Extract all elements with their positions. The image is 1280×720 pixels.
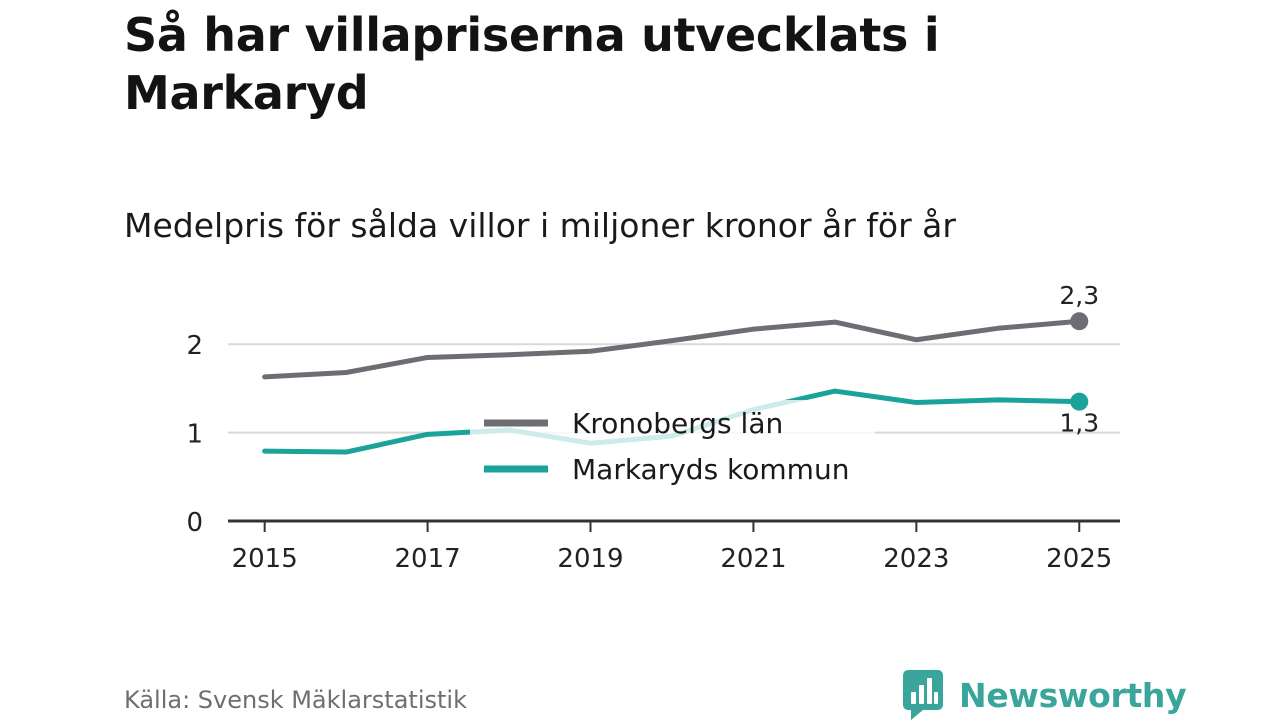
bar-chart-speech-bubble-icon <box>903 670 943 720</box>
chart-subtitle: Medelpris för sålda villor i miljoner kr… <box>124 206 956 245</box>
x-tick-label: 2021 <box>720 544 786 574</box>
x-tick-label: 2023 <box>883 544 949 574</box>
source-note: Källa: Svensk Mäklarstatistik <box>124 686 467 714</box>
x-tick-label: 2015 <box>232 544 298 574</box>
series-end-point-markaryds-kommun <box>1070 392 1089 411</box>
legend: Kronobergs län Markaryds kommun <box>470 400 875 497</box>
y-axis-ticks: 0 1 2 <box>186 331 203 538</box>
end-value-label-kronobergs-län: 2,3 <box>1059 281 1099 310</box>
y-tick-label: 0 <box>186 508 203 538</box>
brand-name: Newsworthy <box>959 675 1187 715</box>
series-end-point-kronobergs-län <box>1070 312 1089 331</box>
chart-title: Så har villapriserna utvecklats i Markar… <box>124 8 940 120</box>
x-tick-label: 2025 <box>1046 544 1112 574</box>
x-axis-ticks: 2015 2017 2019 2021 2023 2025 <box>232 521 1112 574</box>
series-line-kronobergs-län <box>262 318 1082 380</box>
end-labels: 2,3 1,3 <box>1059 281 1099 437</box>
legend-background <box>470 400 875 497</box>
legend-label: Kronobergs län <box>572 407 783 440</box>
x-tick-label: 2017 <box>394 544 460 574</box>
end-value-label-markaryds-kommun: 1,3 <box>1059 409 1099 438</box>
newsworthy-logo: Newsworthy <box>903 670 1187 720</box>
x-tick-label: 2019 <box>557 544 623 574</box>
y-tick-label: 1 <box>186 420 203 450</box>
legend-label: Markaryds kommun <box>572 453 849 486</box>
y-tick-label: 2 <box>186 331 203 361</box>
